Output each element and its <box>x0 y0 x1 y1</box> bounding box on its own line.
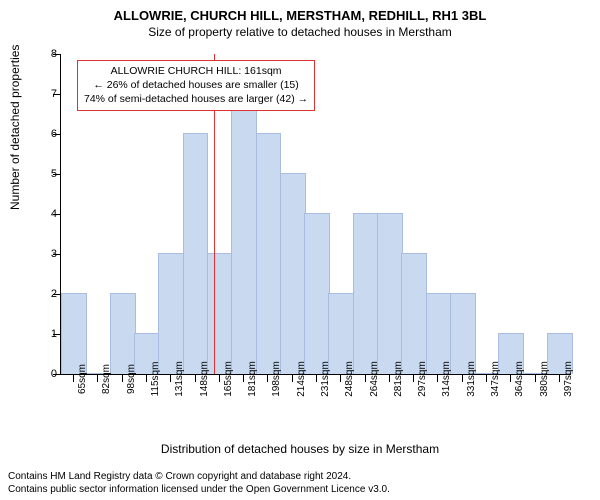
title-main: ALLOWRIE, CHURCH HILL, MERSTHAM, REDHILL… <box>0 0 600 23</box>
x-tick <box>73 374 74 382</box>
x-tick-label: 248sqm <box>344 361 355 397</box>
footer-line2: Contains public sector information licen… <box>8 483 390 496</box>
x-tick-label: 364sqm <box>514 361 525 397</box>
x-tick <box>486 374 487 382</box>
histogram-bar <box>256 133 282 374</box>
histogram-bar <box>110 293 136 374</box>
x-tick-label: 65sqm <box>77 364 88 394</box>
histogram-bar <box>61 293 87 374</box>
x-tick-label: 181sqm <box>247 361 258 397</box>
annotation-line1: ALLOWRIE CHURCH HILL: 161sqm <box>84 64 308 78</box>
y-tick-label: 0 <box>37 368 57 380</box>
y-tick-label: 4 <box>37 208 57 220</box>
x-tick-label: 165sqm <box>223 361 234 397</box>
x-tick <box>535 374 536 382</box>
y-tick-label: 1 <box>37 328 57 340</box>
y-tick-label: 2 <box>37 288 57 300</box>
x-tick <box>365 374 366 382</box>
x-tick <box>170 374 171 382</box>
x-tick <box>340 374 341 382</box>
y-axis-label: Number of detached properties <box>8 45 22 210</box>
x-tick-label: 198sqm <box>271 361 282 397</box>
x-tick-label: 214sqm <box>296 361 307 397</box>
y-tick-label: 5 <box>37 168 57 180</box>
histogram-bar <box>207 253 233 374</box>
histogram-bar <box>183 133 209 374</box>
x-tick <box>219 374 220 382</box>
x-tick-label: 281sqm <box>393 361 404 397</box>
y-tick-label: 8 <box>37 48 57 60</box>
x-tick <box>510 374 511 382</box>
x-tick-label: 397sqm <box>563 361 574 397</box>
footer-line1: Contains HM Land Registry data © Crown c… <box>8 470 390 483</box>
footer-attribution: Contains HM Land Registry data © Crown c… <box>8 470 390 496</box>
x-tick <box>413 374 414 382</box>
x-tick-label: 347sqm <box>490 361 501 397</box>
x-tick-label: 264sqm <box>369 361 380 397</box>
x-tick <box>146 374 147 382</box>
annotation-box: ALLOWRIE CHURCH HILL: 161sqm← 26% of det… <box>77 60 315 111</box>
x-tick <box>559 374 560 382</box>
x-tick <box>122 374 123 382</box>
annotation-line3: 74% of semi-detached houses are larger (… <box>84 92 308 106</box>
x-tick-label: 115sqm <box>150 362 161 397</box>
annotation-line2: ← 26% of detached houses are smaller (15… <box>84 78 308 92</box>
x-tick-label: 82sqm <box>101 364 112 394</box>
x-tick <box>437 374 438 382</box>
x-tick <box>97 374 98 382</box>
x-tick <box>292 374 293 382</box>
x-axis-label: Distribution of detached houses by size … <box>0 442 600 456</box>
x-tick-label: 148sqm <box>199 361 210 397</box>
x-tick <box>267 374 268 382</box>
x-tick-label: 331sqm <box>466 361 477 397</box>
x-tick-label: 98sqm <box>126 364 137 394</box>
histogram-bar <box>377 213 403 374</box>
x-tick-label: 131sqm <box>174 361 185 397</box>
histogram-bar <box>280 173 306 374</box>
x-tick <box>462 374 463 382</box>
y-tick-label: 7 <box>37 88 57 100</box>
x-tick <box>316 374 317 382</box>
title-sub: Size of property relative to detached ho… <box>0 23 600 39</box>
chart-area: 01234567865sqm82sqm98sqm115sqm131sqm148s… <box>60 54 571 375</box>
x-tick-label: 380sqm <box>539 361 550 397</box>
x-tick-label: 314sqm <box>441 361 452 397</box>
histogram-bar <box>158 253 184 374</box>
x-tick <box>389 374 390 382</box>
histogram-bar <box>231 93 257 374</box>
x-tick-label: 231sqm <box>320 361 331 397</box>
histogram-bar <box>353 213 379 374</box>
x-tick <box>243 374 244 382</box>
histogram-bar <box>304 213 330 374</box>
x-tick-label: 297sqm <box>417 361 428 397</box>
y-tick-label: 6 <box>37 128 57 140</box>
y-tick-label: 3 <box>37 248 57 260</box>
histogram-bar <box>401 253 427 374</box>
x-tick <box>195 374 196 382</box>
